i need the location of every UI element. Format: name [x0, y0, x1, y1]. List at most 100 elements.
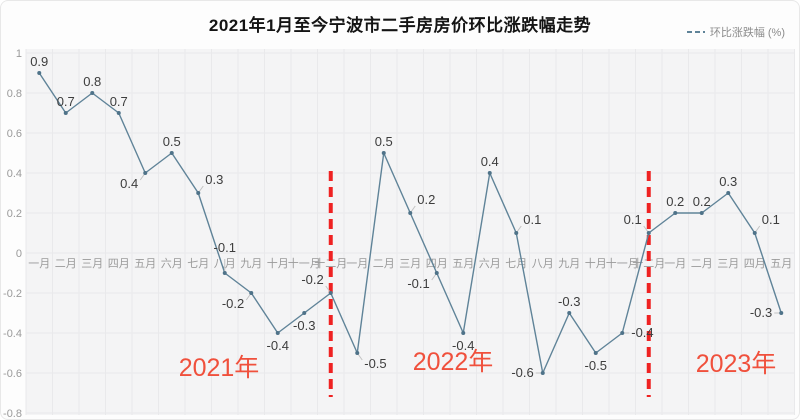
data-label: 0.9	[30, 54, 48, 69]
data-point[interactable]	[143, 171, 148, 175]
data-label: -0.2	[301, 272, 323, 287]
x-axis-month-label: 七月	[505, 257, 527, 270]
data-point[interactable]	[169, 151, 174, 155]
data-point[interactable]	[646, 231, 651, 235]
data-label: 0.5	[375, 134, 393, 149]
x-axis-month-label: 三月	[81, 258, 103, 270]
x-axis-month-label: 二月	[55, 258, 77, 270]
x-axis-month-label: 十一月	[288, 256, 321, 270]
y-axis-tick-label: -0.6	[3, 368, 22, 380]
data-label: -0.1	[407, 276, 429, 291]
data-point[interactable]	[37, 71, 42, 75]
data-point[interactable]	[355, 351, 360, 355]
data-point[interactable]	[408, 211, 413, 215]
data-label: -0.4	[267, 338, 289, 353]
data-label: -0.4	[452, 338, 474, 353]
data-point[interactable]	[90, 91, 95, 95]
x-axis-month-label: 三月	[717, 258, 739, 270]
data-point[interactable]	[249, 291, 254, 295]
legend-label: 环比涨跌幅 (%)	[709, 27, 785, 39]
data-label: 0.7	[57, 94, 75, 109]
data-point[interactable]	[514, 231, 519, 235]
data-label: 0.1	[762, 212, 780, 227]
data-label: 0.3	[719, 174, 737, 189]
x-axis-month-label: 七月	[187, 257, 209, 270]
data-label: 0.1	[523, 212, 541, 227]
y-axis-tick-label: 0.6	[7, 128, 22, 140]
x-axis-month-label: 四月	[108, 258, 130, 270]
data-label: 0.4	[120, 176, 138, 191]
y-axis-tick-label: 0	[16, 248, 22, 260]
x-axis-month-label: 九月	[240, 257, 262, 270]
data-point[interactable]	[593, 351, 598, 355]
x-axis-month-label: 五月	[452, 258, 474, 270]
data-point[interactable]	[434, 271, 439, 275]
legend-dash-icon	[686, 31, 705, 33]
x-axis-month-label: 二月	[373, 258, 395, 270]
data-label: -0.1	[214, 240, 236, 255]
data-point[interactable]	[673, 211, 678, 215]
x-axis-month-label: 一月	[346, 258, 368, 270]
data-point[interactable]	[779, 311, 784, 315]
data-label: -0.3	[750, 305, 772, 320]
data-label: 0.5	[163, 134, 181, 149]
data-label: -0.3	[558, 294, 580, 309]
x-axis-month-label: 一月	[28, 258, 50, 270]
x-axis-month-label: 五月	[134, 258, 156, 270]
data-label: -0.2	[222, 296, 244, 311]
data-point[interactable]	[275, 331, 280, 335]
x-axis-month-label: 一月	[664, 258, 686, 270]
legend[interactable]: 环比涨跌幅 (%)	[686, 24, 785, 40]
data-label: 0.1	[624, 212, 642, 227]
data-point[interactable]	[752, 231, 757, 235]
x-axis-month-label: 二月	[691, 258, 713, 270]
x-axis-month-label: 九月	[558, 257, 580, 270]
data-point[interactable]	[328, 291, 333, 295]
x-axis-month-label: 十月	[267, 256, 289, 270]
data-label: 0.4	[481, 154, 499, 169]
year-annotation: 2022年	[413, 348, 494, 376]
year-annotation: 2021年	[179, 354, 260, 382]
data-point[interactable]	[196, 191, 201, 195]
x-axis-month-label: 三月	[399, 258, 421, 270]
data-label: -0.3	[293, 318, 315, 333]
data-point[interactable]	[699, 211, 704, 215]
y-axis-tick-label: -0.2	[3, 288, 22, 300]
x-axis-month-label: 四月	[744, 258, 766, 270]
data-point[interactable]	[487, 171, 492, 175]
x-axis-month-label: 六月	[161, 257, 183, 270]
plot-area	[26, 49, 795, 415]
data-label: 0.2	[666, 194, 684, 209]
year-annotation: 2023年	[696, 350, 777, 378]
chart-title: 2021年1月至今宁波市二手房房价环比涨跌幅走势	[208, 16, 592, 35]
x-axis-month-label: 十一月	[606, 256, 639, 270]
data-point[interactable]	[116, 111, 121, 115]
y-axis-tick-label: -0.8	[3, 408, 22, 420]
data-point[interactable]	[620, 331, 625, 335]
data-label: 0.7	[110, 94, 128, 109]
data-point[interactable]	[381, 151, 386, 155]
x-axis-month-label: 十月	[585, 256, 607, 270]
x-axis-month-label: 四月	[426, 258, 448, 270]
data-point[interactable]	[461, 331, 466, 335]
y-axis-tick-label: 0.2	[7, 208, 22, 220]
data-label: -0.6	[511, 365, 533, 380]
data-label: 0.2	[693, 194, 711, 209]
data-point[interactable]	[63, 111, 68, 115]
data-label: 0.2	[417, 192, 435, 207]
data-point[interactable]	[540, 371, 545, 375]
data-point[interactable]	[567, 311, 572, 315]
x-axis-month-label: 五月	[770, 258, 792, 270]
x-axis-month-label: 六月	[479, 257, 501, 270]
data-point[interactable]	[302, 311, 307, 315]
data-label: 0.3	[205, 172, 223, 187]
x-axis-month-label: 八月	[532, 258, 554, 270]
y-axis-tick-label: 0.8	[7, 88, 22, 100]
y-axis-tick-label: 1	[16, 48, 22, 60]
y-axis-tick-label: -0.4	[3, 328, 22, 340]
data-label: -0.4	[631, 325, 653, 340]
data-point[interactable]	[726, 191, 731, 195]
data-point[interactable]	[222, 271, 227, 275]
